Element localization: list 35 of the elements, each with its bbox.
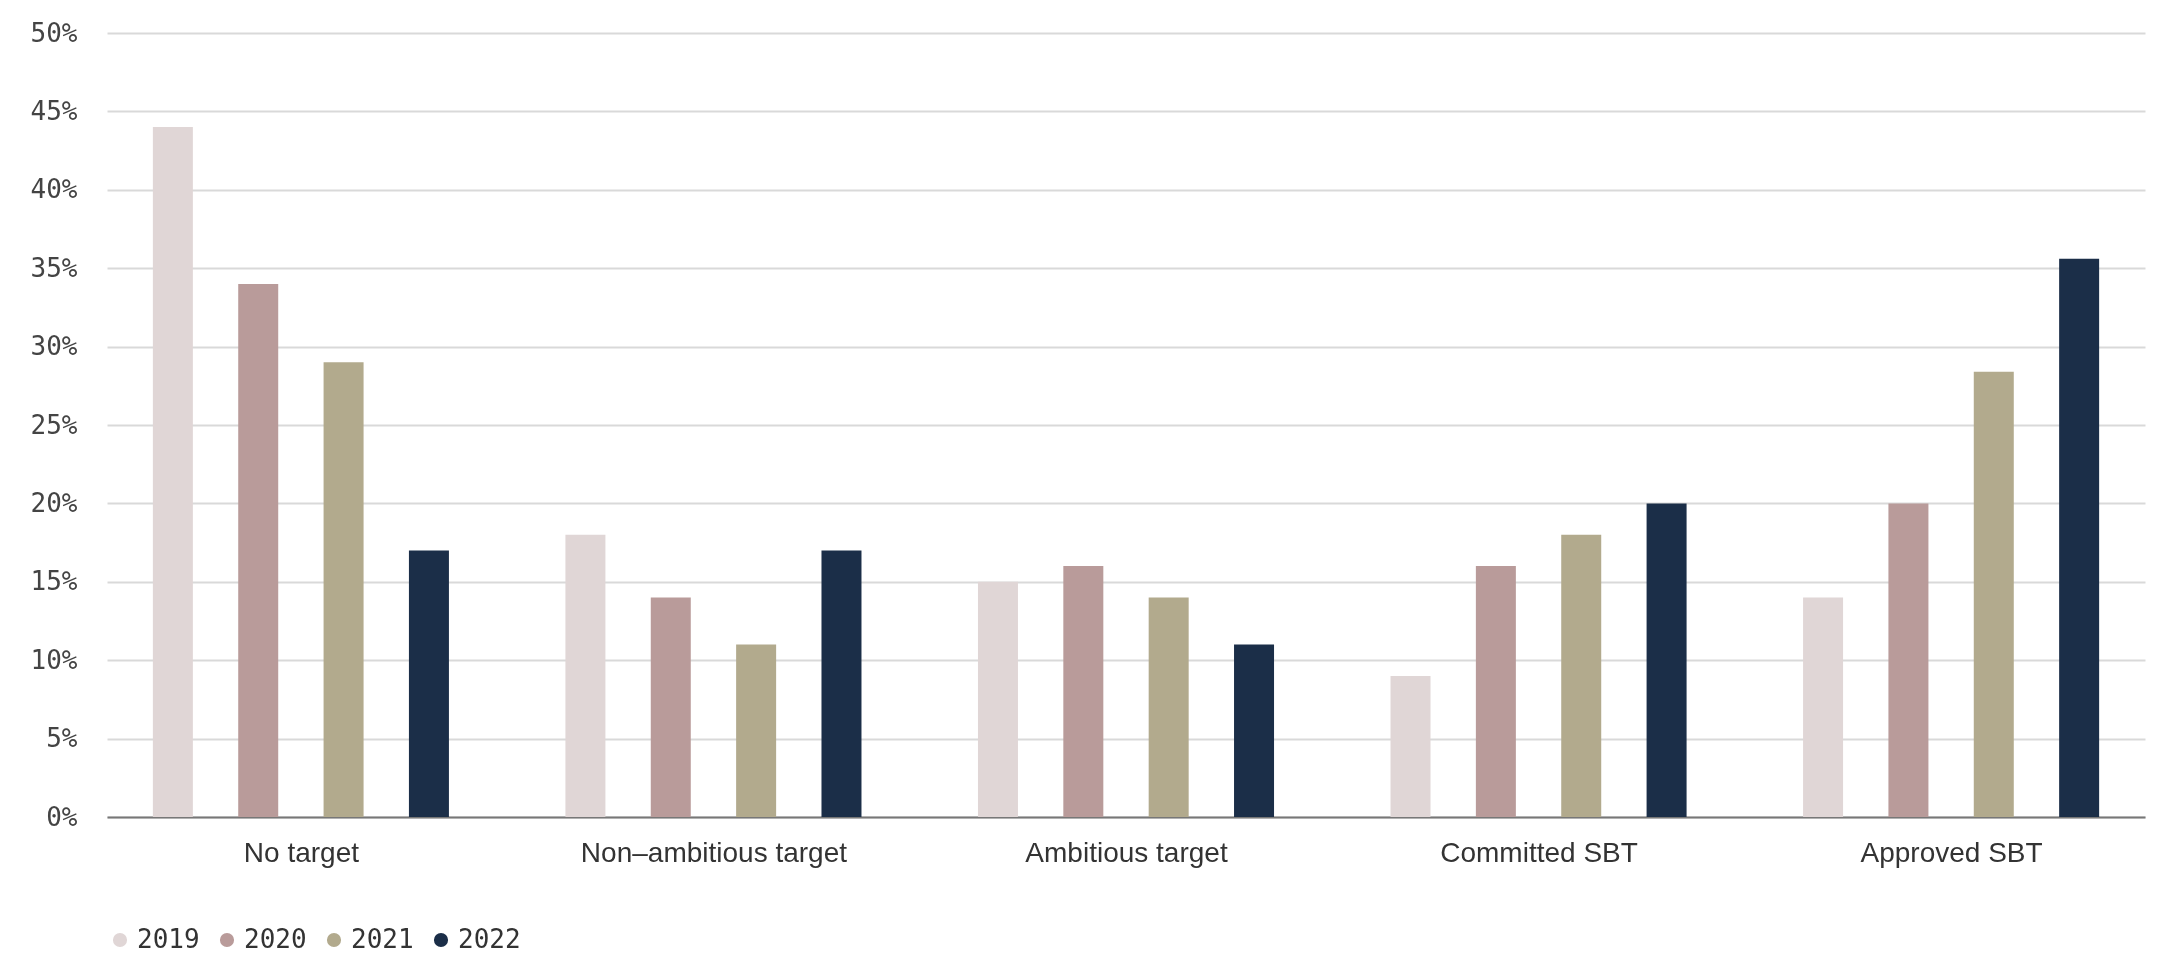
- bar: [2059, 258, 2100, 817]
- y-tick-label: 45%: [30, 95, 78, 126]
- bar: [1234, 644, 1275, 817]
- bar: [1148, 597, 1189, 817]
- bar: [238, 283, 279, 817]
- legend-label: 2021: [351, 924, 414, 954]
- y-tick-label: 35%: [30, 252, 78, 283]
- x-tick-label: Committed SBT: [1440, 836, 1638, 868]
- y-tick-label: 5%: [46, 723, 78, 754]
- y-tick-label: 10%: [30, 644, 78, 675]
- bar: [408, 550, 449, 817]
- y-tick-label: 15%: [30, 566, 78, 597]
- y-tick-label: 40%: [30, 174, 78, 205]
- bar: [650, 597, 691, 817]
- x-tick-label: No target: [243, 836, 360, 868]
- legend-label: 2022: [458, 924, 521, 954]
- bar: [323, 362, 364, 817]
- bar: [1475, 566, 1516, 817]
- bar: [1063, 566, 1104, 817]
- bar: [1561, 534, 1602, 817]
- bar: [1973, 371, 2014, 817]
- x-tick-label: Ambitious target: [1025, 836, 1228, 868]
- legend-label: 2019: [137, 924, 200, 954]
- x-tick-label: Approved SBT: [1860, 836, 2043, 868]
- y-tick-label: 20%: [30, 487, 78, 518]
- y-tick-label: 30%: [30, 331, 78, 362]
- x-tick-label: Non–ambitious target: [580, 836, 848, 868]
- bar: [1646, 503, 1687, 817]
- bar: [821, 550, 862, 817]
- y-tick-label: 25%: [30, 409, 78, 440]
- bar: [1888, 503, 1929, 817]
- y-tick-label: 0%: [46, 801, 78, 832]
- y-tick-label: 50%: [30, 17, 78, 48]
- legend-label: 2020: [244, 924, 307, 954]
- bar: [736, 644, 777, 817]
